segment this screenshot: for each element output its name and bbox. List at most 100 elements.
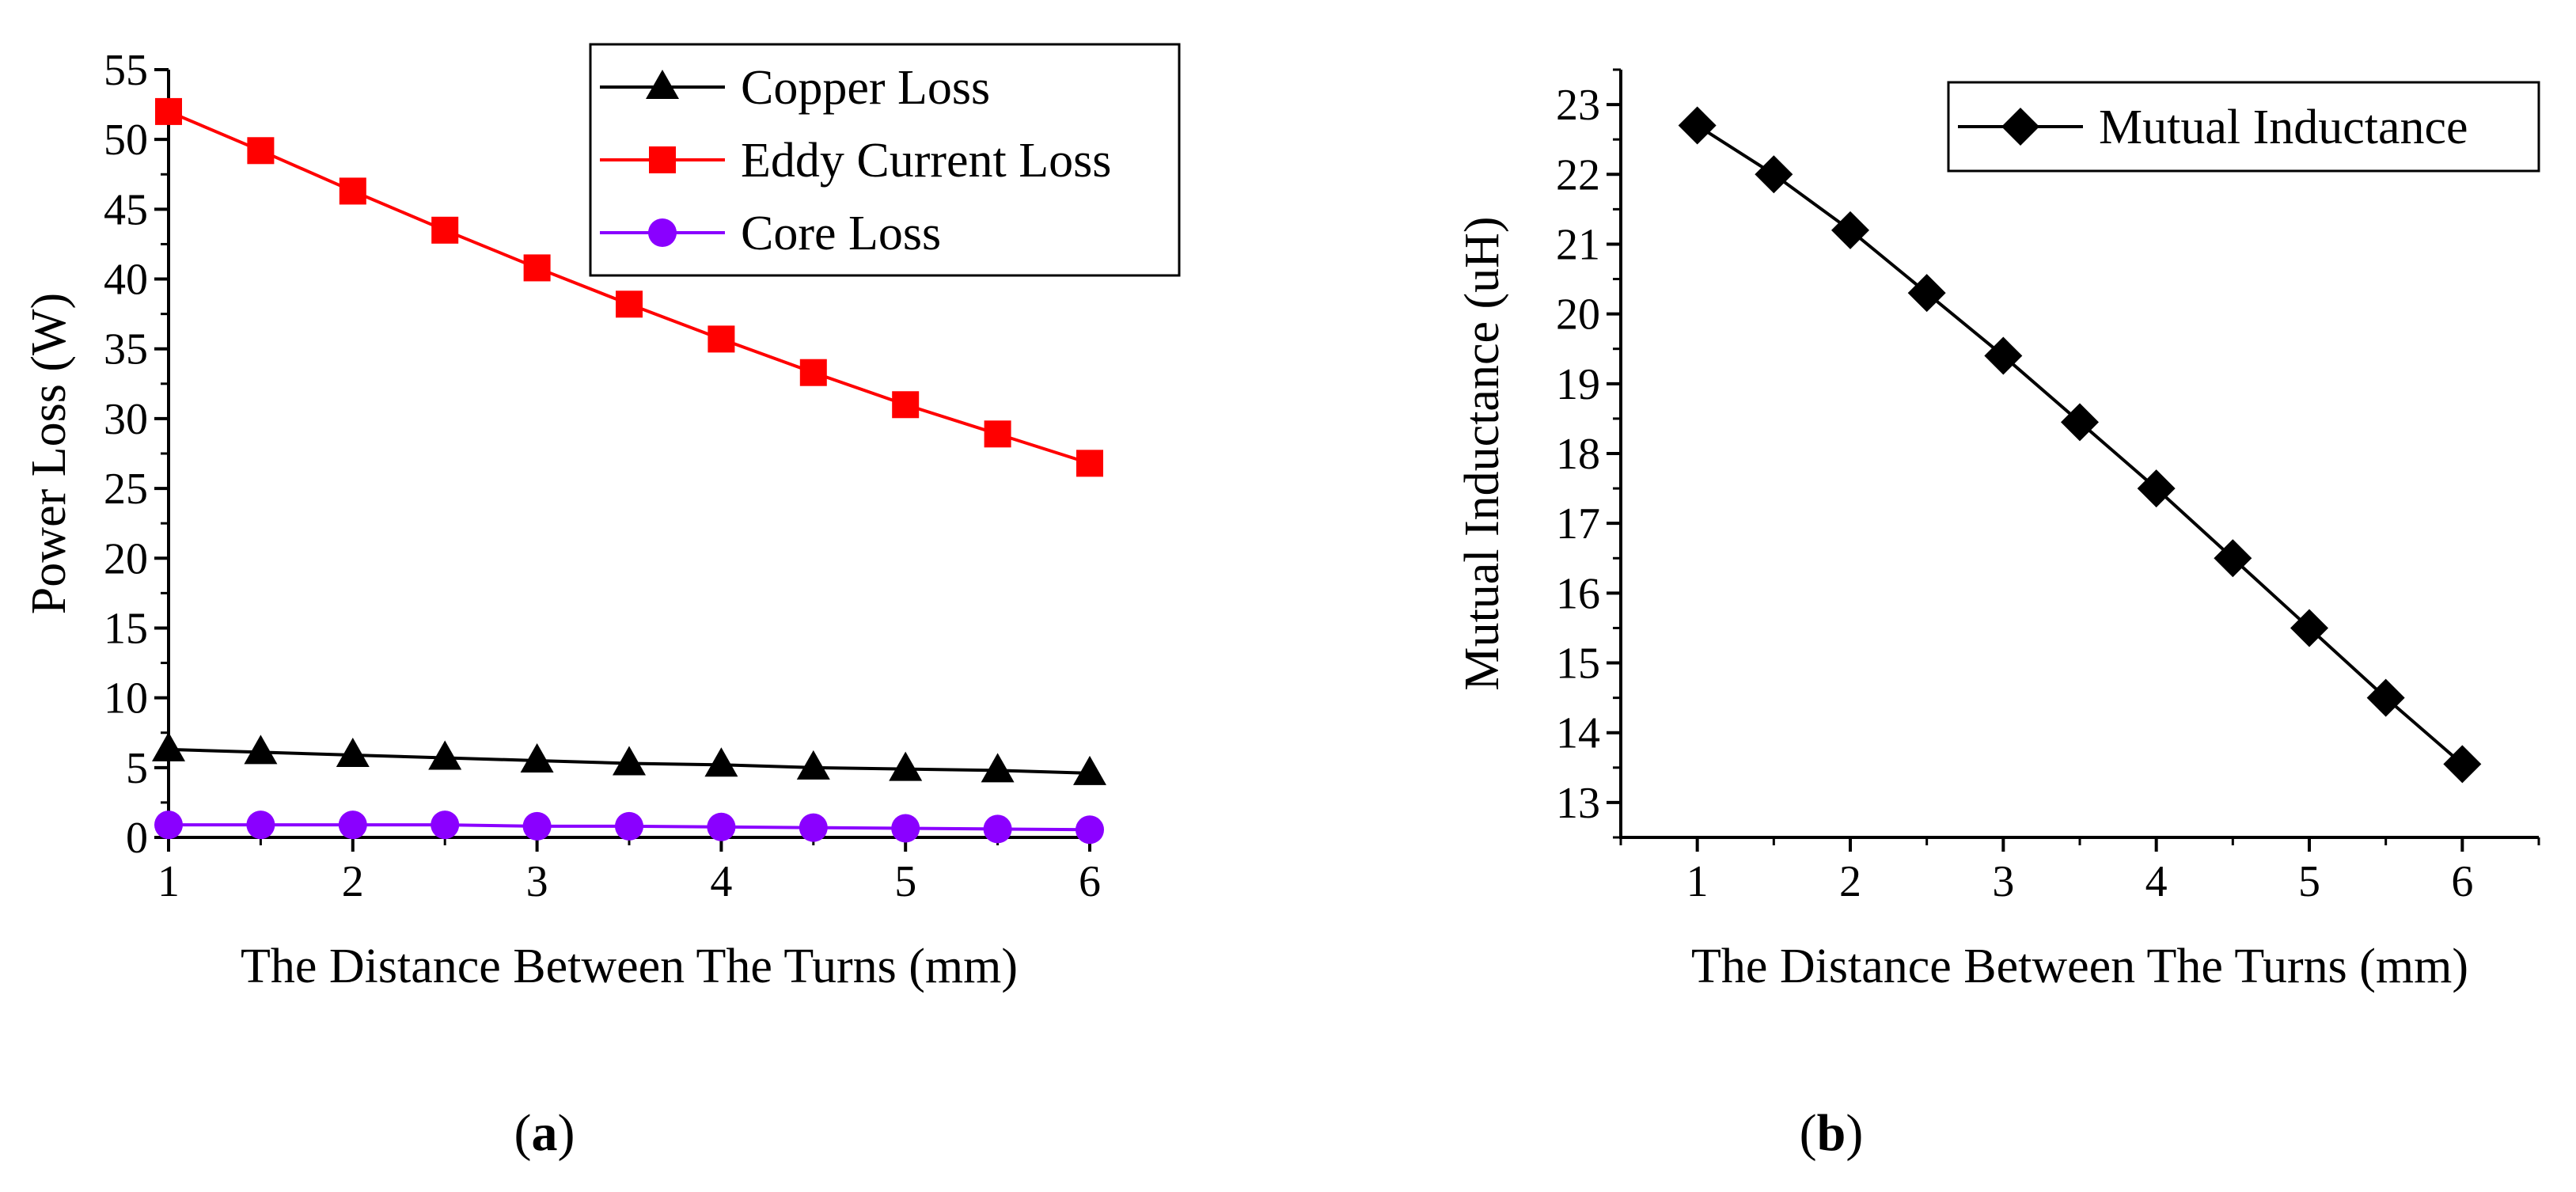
data-point <box>2137 469 2176 508</box>
data-point <box>522 811 552 841</box>
data-point <box>336 737 370 767</box>
data-point <box>1831 211 1869 249</box>
data-point <box>892 391 920 419</box>
x-tick-label: 3 <box>1992 857 2014 906</box>
data-point <box>891 814 920 843</box>
y-tick-label: 19 <box>1556 360 1600 409</box>
y-tick-label: 35 <box>104 325 148 374</box>
y-tick-label: 18 <box>1556 430 1600 479</box>
data-point <box>704 747 738 777</box>
data-point <box>707 812 736 841</box>
data-point <box>246 810 275 840</box>
y-tick-label: 45 <box>104 185 148 234</box>
y-tick-label: 17 <box>1556 499 1600 549</box>
data-point <box>1755 155 1793 194</box>
panel-label: (b) <box>1800 1104 1864 1162</box>
data-point <box>154 810 183 840</box>
data-point <box>1073 755 1106 785</box>
legend-swatch-marker <box>648 218 677 247</box>
y-tick-label: 0 <box>126 814 148 863</box>
data-point <box>2443 745 2482 784</box>
data-point <box>799 359 827 386</box>
y-tick-label: 20 <box>1556 290 1600 340</box>
data-point <box>799 813 828 842</box>
data-point <box>247 137 275 165</box>
data-point <box>2290 609 2328 647</box>
y-axis-label: Power Loss (W) <box>22 293 76 614</box>
legend-label: Mutual Inductance <box>2099 101 2468 154</box>
series-line-mutual-inductance <box>1696 123 2464 765</box>
x-tick-label: 3 <box>526 857 548 906</box>
x-axis-label: The Distance Between The Turns (mm) <box>1691 940 2468 993</box>
y-tick-label: 14 <box>1556 709 1600 758</box>
x-tick-label: 5 <box>2298 857 2320 906</box>
data-point <box>339 177 366 205</box>
legend-swatch-marker <box>646 70 679 99</box>
y-tick-label: 23 <box>1556 81 1600 130</box>
x-tick-label: 2 <box>342 857 364 906</box>
data-point <box>796 750 830 780</box>
y-tick-label: 40 <box>104 256 148 305</box>
y-axis-label: Mutual Inductance (uH) <box>1455 216 1509 690</box>
data-point <box>616 290 643 318</box>
data-point <box>2214 539 2252 578</box>
data-point <box>708 325 735 353</box>
y-tick-label: 30 <box>104 395 148 444</box>
data-point <box>428 740 462 770</box>
data-point <box>2366 678 2405 717</box>
data-point <box>244 735 278 765</box>
legend-label: Core Loss <box>741 207 941 260</box>
data-point <box>431 216 459 244</box>
data-point <box>520 743 554 773</box>
x-tick-label: 6 <box>2451 857 2473 906</box>
y-tick-label: 22 <box>1556 150 1600 199</box>
x-axis-label: The Distance Between The Turns (mm) <box>241 940 1018 993</box>
x-tick-label: 4 <box>2145 857 2168 906</box>
data-point <box>1678 106 1717 145</box>
y-tick-label: 10 <box>104 674 148 723</box>
x-tick-label: 2 <box>1839 857 1861 906</box>
data-point <box>155 97 182 125</box>
panel-label-close-paren: ) <box>1846 1104 1863 1162</box>
y-tick-label: 20 <box>104 534 148 583</box>
x-tick-label: 5 <box>894 857 916 906</box>
x-tick-label: 6 <box>1079 857 1101 906</box>
x-tick-label: 1 <box>157 857 180 906</box>
legend-label: Eddy Current Loss <box>741 134 1111 188</box>
y-tick-label: 13 <box>1556 779 1600 828</box>
data-point <box>1984 336 2023 375</box>
y-tick-label: 50 <box>104 116 148 165</box>
data-point <box>338 810 367 840</box>
data-point <box>152 731 185 761</box>
x-tick-label: 4 <box>710 857 732 906</box>
data-point <box>2061 403 2099 442</box>
data-point <box>613 746 646 776</box>
data-point <box>981 753 1015 783</box>
panel-label-close-paren: ) <box>558 1104 575 1162</box>
panel-label-open-paren: ( <box>1800 1104 1817 1162</box>
data-point <box>983 814 1012 844</box>
data-point <box>1076 815 1104 845</box>
panel-label-open-paren: ( <box>514 1104 532 1162</box>
y-tick-label: 15 <box>1556 640 1600 689</box>
y-tick-label: 55 <box>104 46 148 95</box>
data-point <box>1076 450 1103 477</box>
legend-label: Copper Loss <box>741 61 990 115</box>
data-point <box>431 810 460 840</box>
y-tick-label: 15 <box>104 604 148 653</box>
data-point <box>1907 274 1946 313</box>
y-tick-label: 25 <box>104 465 148 514</box>
legend-swatch-marker <box>2001 108 2039 146</box>
data-point <box>984 420 1011 448</box>
x-tick-label: 1 <box>1686 857 1709 906</box>
data-point <box>889 751 923 781</box>
data-point <box>615 811 643 841</box>
y-tick-label: 16 <box>1556 569 1600 618</box>
y-tick-label: 5 <box>126 744 148 793</box>
panel-label-letter: a <box>532 1104 558 1162</box>
panel-label: (a) <box>514 1104 575 1162</box>
panel-label-letter: b <box>1817 1104 1846 1162</box>
